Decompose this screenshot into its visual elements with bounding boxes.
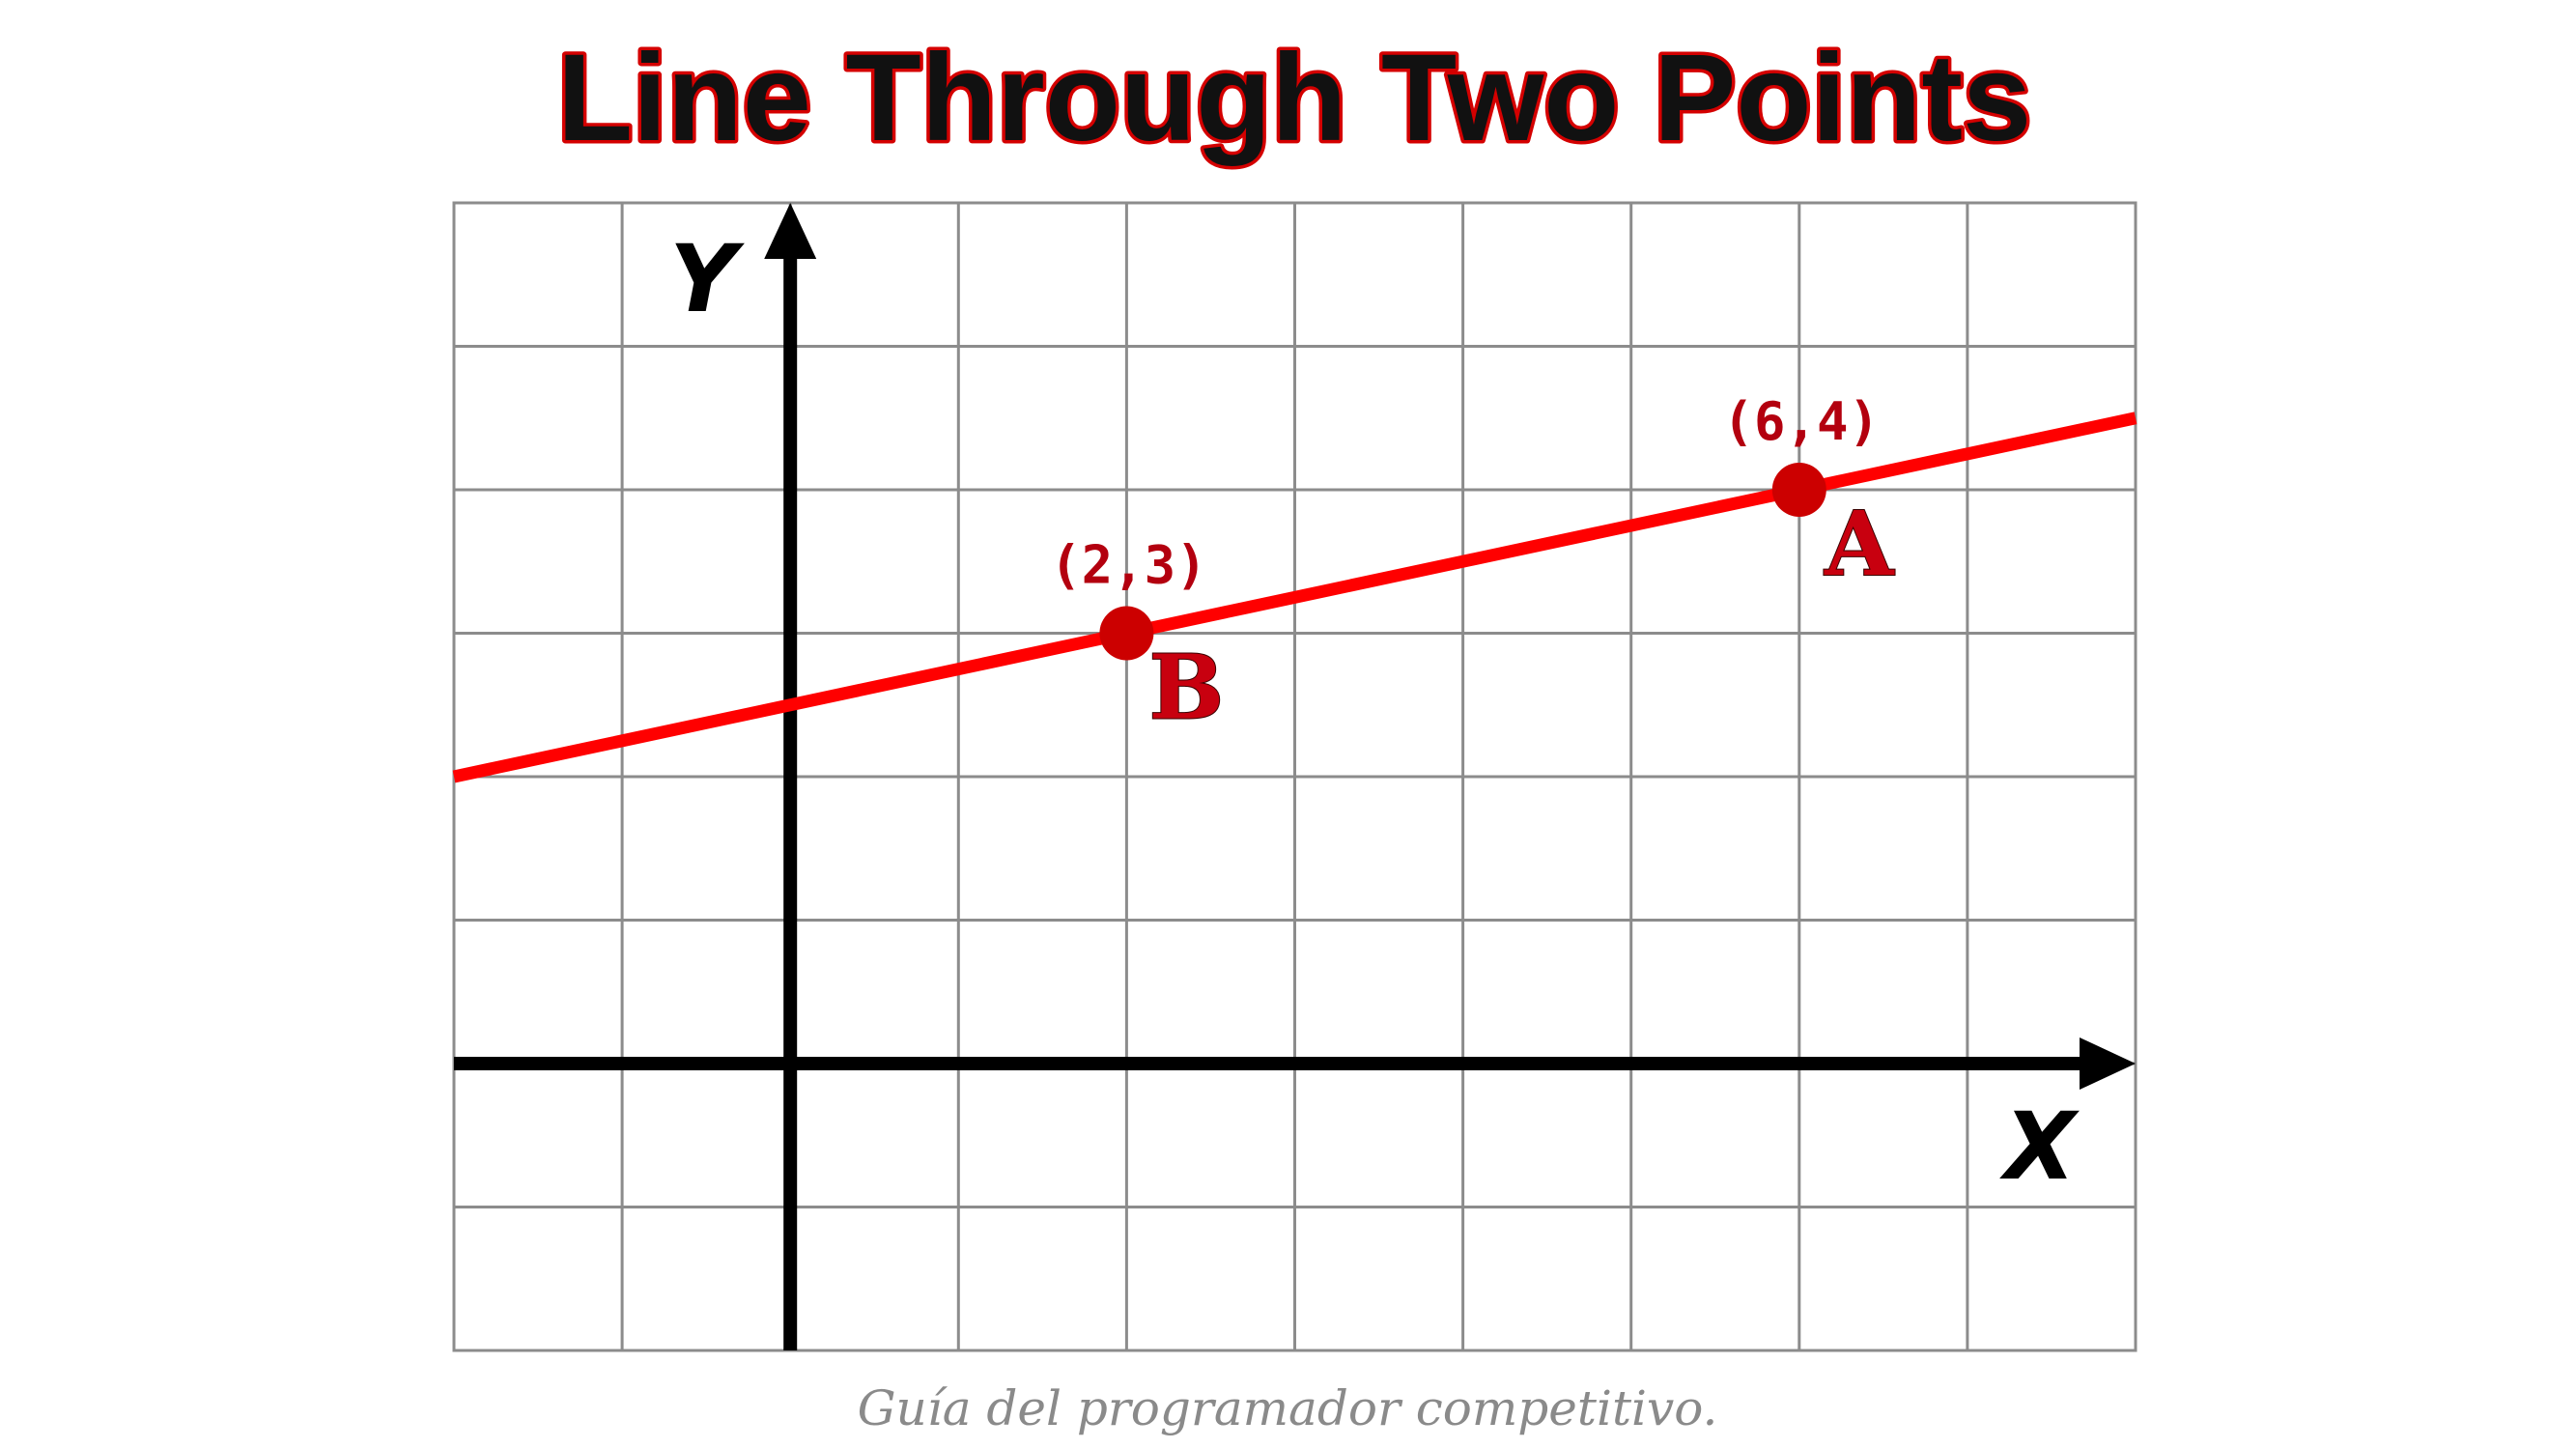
points: (2,3) B (6,4) A — [1050, 391, 1897, 741]
line-through-points — [452, 412, 2137, 783]
x-axis-label: X — [1999, 1093, 2080, 1201]
point-a: (6,4) A — [1723, 391, 1897, 597]
point-b-dot — [1099, 606, 1154, 661]
point-a-coord-label: (6,4) — [1723, 391, 1881, 452]
footer-caption: Guía del programador competitivo. — [858, 1380, 1718, 1436]
point-b-letter: B — [1149, 636, 1225, 740]
y-axis-label: Y — [669, 225, 745, 333]
point-a-dot — [1771, 463, 1826, 517]
x-axis-arrowhead — [2080, 1037, 2136, 1090]
diagram-title: Line Through Two Points — [557, 29, 2031, 167]
grid — [452, 201, 2137, 1352]
axes — [454, 203, 2136, 1350]
point-b-coord-label: (2,3) — [1050, 535, 1207, 596]
point-a-letter: A — [1824, 492, 1895, 596]
point-b: (2,3) B — [1050, 535, 1225, 741]
y-axis-arrowhead — [764, 203, 817, 259]
